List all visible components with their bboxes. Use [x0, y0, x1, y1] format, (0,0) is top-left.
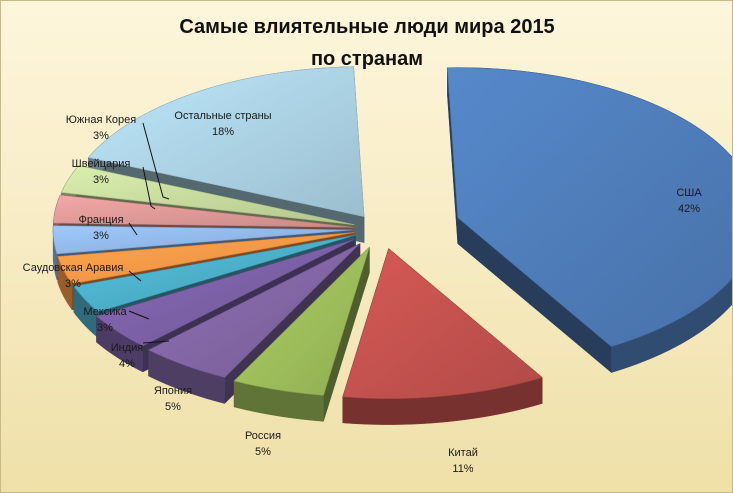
slice-value-label: 18%	[212, 126, 234, 138]
slice-value-label: 4%	[119, 358, 135, 370]
slice-value-label: 3%	[93, 130, 109, 142]
slice-label: Остальные страны	[174, 110, 271, 122]
leader-line	[142, 166, 156, 210]
leader-line	[128, 270, 142, 282]
leader-line	[142, 122, 170, 200]
chart-subtitle: по странам	[311, 48, 423, 70]
slice-label: Китай	[448, 447, 478, 459]
slice-label: Франция	[78, 214, 123, 226]
slice-value-label: 11%	[452, 463, 473, 475]
slice-value-label: 3%	[93, 174, 109, 186]
slice-value-label: 5%	[165, 401, 181, 413]
slice-value-label: 5%	[255, 446, 271, 458]
leader-line	[128, 222, 138, 236]
slice-label: Саудовская Аравия	[23, 262, 124, 274]
slice-label: Россия	[245, 430, 281, 442]
pie-slice	[446, 67, 732, 374]
slice-label: Индия	[111, 342, 144, 354]
leader-line	[128, 310, 150, 320]
slice-value-label: 3%	[65, 278, 81, 290]
slice-value-label: 42%	[678, 203, 700, 215]
slice-label: США	[676, 187, 702, 199]
slice-label: Япония	[154, 385, 192, 397]
slice-value-label: 3%	[93, 230, 109, 242]
pie-slice	[342, 248, 543, 425]
chart-title: Самые влиятельные люди мира 2015	[179, 16, 554, 38]
leader-line	[142, 340, 170, 344]
pie-slice	[233, 246, 370, 422]
slice-label: Швейцария	[72, 158, 131, 170]
slice-label: Мексика	[83, 306, 127, 318]
slice-label: Южная Корея	[66, 114, 136, 126]
slice-value-label: 3%	[97, 322, 113, 334]
